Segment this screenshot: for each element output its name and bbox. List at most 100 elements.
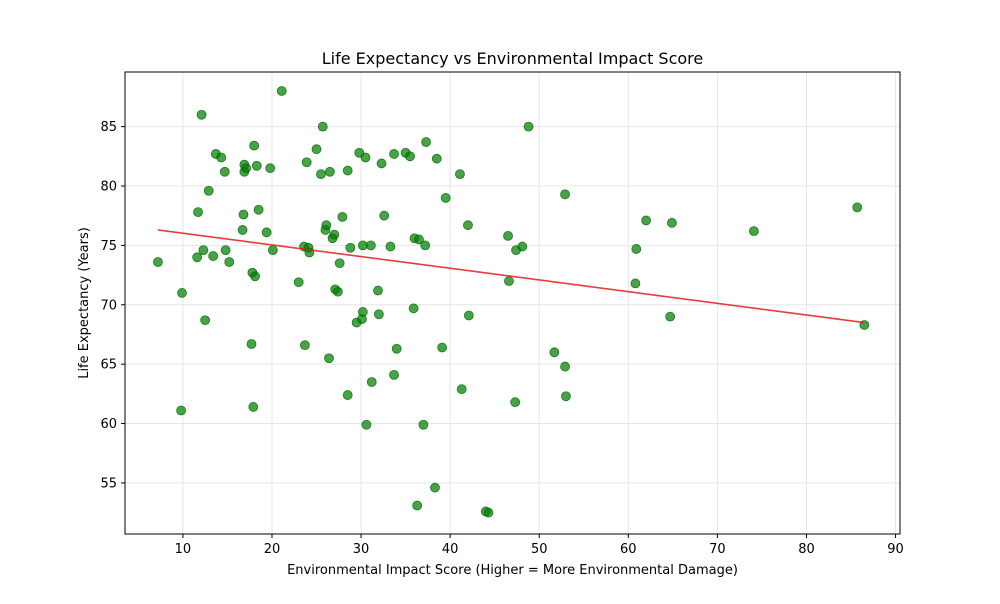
data-point <box>153 257 163 267</box>
data-point <box>667 217 677 228</box>
x-tick-label: 40 <box>442 542 459 557</box>
data-point <box>345 242 356 253</box>
data-point <box>561 391 571 402</box>
chart-title: Life Expectancy vs Environmental Impact … <box>322 49 704 68</box>
data-point <box>749 226 759 237</box>
data-point <box>317 121 328 132</box>
data-point <box>220 245 231 256</box>
data-point <box>324 166 335 177</box>
data-point <box>510 397 521 408</box>
trend-line <box>157 229 865 324</box>
data-point <box>408 303 419 314</box>
data-point <box>517 241 528 252</box>
y-tick-label: 80 <box>100 180 117 195</box>
data-point <box>293 277 304 288</box>
x-tick-label: 90 <box>887 542 904 557</box>
data-point <box>418 419 429 430</box>
data-point <box>630 278 641 289</box>
y-tick-label: 85 <box>100 120 117 135</box>
data-point <box>365 240 376 251</box>
data-point <box>219 166 230 177</box>
data-point <box>251 160 262 171</box>
data-point <box>641 215 652 226</box>
data-point <box>261 227 272 238</box>
data-point <box>192 252 203 263</box>
x-tick-label: 50 <box>531 542 548 557</box>
data-point <box>246 339 257 349</box>
data-point <box>414 234 424 245</box>
data-point <box>241 163 252 174</box>
data-point <box>560 189 570 200</box>
data-point <box>321 220 332 231</box>
data-point <box>311 144 322 155</box>
data-point <box>196 109 207 120</box>
x-tick-label: 30 <box>353 542 370 557</box>
x-tick-label: 80 <box>798 542 815 557</box>
data-point <box>391 343 402 354</box>
data-point <box>342 390 353 400</box>
data-point <box>389 369 399 380</box>
data-point <box>276 86 287 96</box>
data-point <box>560 361 570 372</box>
y-tick-label: 60 <box>100 417 117 432</box>
data-point <box>300 340 310 351</box>
data-point <box>631 244 642 254</box>
data-point <box>360 152 371 163</box>
data-point <box>376 158 387 169</box>
data-point <box>504 276 514 286</box>
data-point <box>455 169 465 180</box>
data-point <box>852 202 863 213</box>
data-point <box>431 153 442 164</box>
data-point <box>193 207 203 218</box>
data-point <box>265 163 276 174</box>
data-point <box>177 288 187 298</box>
data-point <box>250 271 260 282</box>
data-point <box>316 169 326 180</box>
data-point <box>379 210 390 221</box>
y-axis-label: Life Expectancy (Years) <box>77 227 92 379</box>
data-point <box>463 310 474 321</box>
data-point <box>420 240 431 251</box>
data-point <box>456 384 467 395</box>
data-point <box>373 285 383 296</box>
data-point <box>440 192 451 203</box>
data-point <box>373 309 384 320</box>
data-point <box>430 482 440 493</box>
data-point <box>523 121 534 132</box>
y-tick-label: 65 <box>100 358 117 373</box>
x-tick-label: 60 <box>620 542 637 557</box>
data-point <box>337 211 348 222</box>
y-tick-label: 75 <box>100 239 117 254</box>
x-tick-label: 10 <box>175 542 192 557</box>
data-point <box>389 149 399 159</box>
data-point <box>238 209 249 220</box>
points-layer <box>153 86 870 518</box>
data-point <box>324 353 334 364</box>
data-point <box>237 225 248 235</box>
data-point <box>333 286 343 297</box>
data-point <box>248 402 259 412</box>
data-point <box>437 342 448 353</box>
x-tick-label: 70 <box>709 542 726 557</box>
data-point <box>421 137 431 147</box>
data-point <box>198 245 209 256</box>
data-point <box>249 140 260 151</box>
data-point <box>253 204 264 215</box>
plot-frame <box>124 71 901 535</box>
data-point <box>549 347 560 358</box>
ticks-layer: 10 20 30 40 50 60 70 80 90 55 60 65 70 75 80 85 <box>100 120 903 557</box>
data-point <box>329 229 340 240</box>
data-point <box>483 507 494 518</box>
y-tick-label: 70 <box>100 298 117 313</box>
data-point <box>267 245 278 256</box>
grid-layer <box>125 72 900 534</box>
data-point <box>357 307 368 317</box>
data-point <box>361 419 372 430</box>
y-tick-label: 55 <box>100 476 117 491</box>
data-point <box>412 500 423 511</box>
data-point <box>224 257 235 267</box>
x-axis-label: Environmental Impact Score (Higher = Mor… <box>287 563 738 578</box>
data-point <box>503 230 513 241</box>
